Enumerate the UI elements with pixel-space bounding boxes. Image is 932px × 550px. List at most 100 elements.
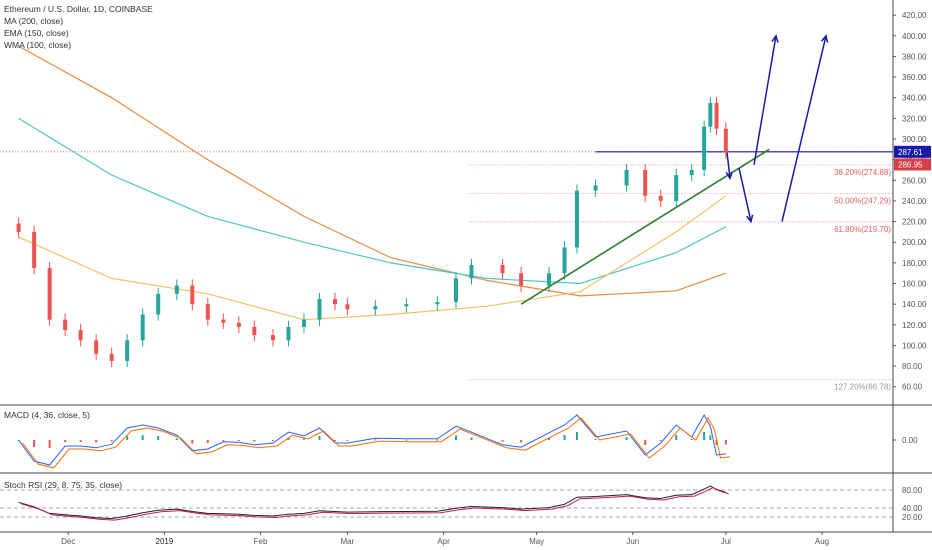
fib-level-label: 50.00%(247.29) [834,196,891,205]
candle-body [404,304,409,307]
x-tick-label: Feb [254,537,268,546]
candle-body [63,319,68,330]
candle-body [286,326,291,341]
candle-body [547,273,552,286]
candle-body [519,273,524,286]
macd-panel-label[interactable]: MACD (4, 36, close, 5) [4,410,90,420]
candle-body [593,185,598,191]
macd-histogram-bar [405,439,408,441]
macd-histogram-bar [175,438,178,440]
candle-body [125,340,130,361]
macd-histogram-bar [520,440,523,443]
macd-histogram-bar [64,440,67,442]
y-tick-label: 260.00 [902,176,927,185]
ma-line-1 [18,117,727,285]
projection-arrowhead [821,34,829,43]
macd-histogram-bar [334,440,337,441]
current-price-text: 287.61 [898,148,923,157]
stoch-k-line [18,485,726,520]
y-tick-label: 380.00 [902,52,927,61]
stoch-rsi-panel-label[interactable]: Stoch RSI (29, 8, 75, 35, close) [4,480,123,490]
macd-histogram-bar [302,438,305,440]
y-tick-label: 420.00 [902,11,927,20]
candle-body [674,175,679,201]
candle-body [714,102,719,129]
macd-histogram-bar [33,440,36,447]
macd-histogram-bar [724,440,727,445]
candle-body [270,335,275,341]
macd-histogram-bar [318,436,321,440]
macd-line [18,413,726,466]
macd-histogram-bar [709,435,712,440]
candle-body [723,128,728,153]
macd-histogram-bar [436,439,439,441]
candle-body [78,329,83,341]
candle-body [156,293,161,315]
macd-histogram-bar [126,436,129,440]
candle-body [658,195,663,201]
macd-histogram-bar [287,437,290,440]
y-tick-label: 360.00 [902,73,927,82]
current-price-tag [894,145,931,158]
previous-price-tag [894,158,931,171]
macd-histogram-bar [346,440,349,441]
macd-histogram-bar [548,437,551,440]
macd-histogram-bar [374,439,377,441]
x-tick-label: 2019 [156,537,174,546]
candle-body [562,247,567,274]
macd-histogram-bar [110,440,113,442]
rsi-y-label: 80.00 [902,486,923,495]
fib-level-label: 61.80%(219.70) [834,225,891,234]
macd-histogram-bar [157,436,160,440]
x-tick-label: May [529,537,544,546]
y-tick-label: 400.00 [902,32,927,41]
macd-histogram-bar [191,440,194,444]
y-tick-label: 200.00 [902,238,927,247]
macd-histogram-bar [237,440,240,441]
candle-body [190,285,195,305]
macd-histogram-bar [575,432,578,440]
indicator-ema150-label[interactable]: EMA (150, close) [4,28,69,38]
macd-histogram-bar [703,432,706,440]
projection-arrow [753,35,777,165]
rsi-y-label: 40.00 [902,504,923,513]
candle-body [689,169,694,176]
macd-histogram-bar [141,435,144,440]
candle-body [702,126,707,170]
indicator-ma200-label[interactable]: MA (200, close) [4,16,64,26]
x-tick-label: Jun [626,537,639,546]
candle-body [500,264,505,274]
x-tick-label: Jul [721,537,731,546]
candle-body [47,268,52,320]
stoch-d-line [21,487,729,521]
macd-histogram-bar [206,440,209,443]
indicator-wma100-label[interactable]: WMA (100, close) [4,40,72,50]
x-tick-label: Aug [815,537,829,546]
y-tick-label: 100.00 [902,341,927,350]
macd-histogram-bar [644,440,647,445]
projection-arrow [781,35,827,222]
candle-body [221,319,226,323]
y-tick-label: 180.00 [902,259,927,268]
candle-body [205,304,210,320]
candle-body [574,190,579,248]
macd-histogram-bar [690,439,693,440]
macd-histogram-bar [625,437,628,440]
macd-histogram-bar [675,435,678,440]
candle-body [109,353,114,361]
y-tick-label: 140.00 [902,300,927,309]
candle-body [643,169,648,196]
candle-body [435,302,440,305]
ma-line-0 [18,45,727,297]
projection-arrow [738,167,752,222]
candle-body [708,102,713,127]
candle-body [469,264,474,279]
macd-histogram-bar [501,440,504,442]
macd-histogram-bar [253,440,256,442]
previous-price-text: 286.95 [898,160,923,169]
y-tick-label: 220.00 [902,218,927,227]
candle-body [32,231,37,269]
ma-line-2 [18,195,727,321]
